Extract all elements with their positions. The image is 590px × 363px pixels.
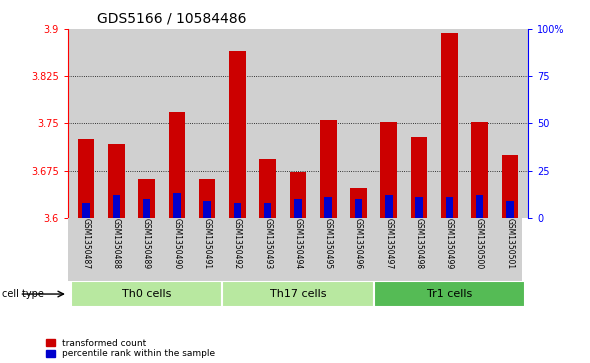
Text: GSM1350500: GSM1350500 [475, 218, 484, 269]
Bar [204, 201, 211, 218]
Text: cell type: cell type [2, 289, 44, 299]
Text: GSM1350495: GSM1350495 [324, 218, 333, 269]
Bar [441, 33, 458, 218]
Bar [290, 172, 306, 218]
Bar [78, 139, 94, 218]
Bar [173, 193, 181, 218]
Bar [108, 143, 124, 218]
Bar [445, 197, 453, 218]
Bar [294, 199, 301, 218]
Text: Th0 cells: Th0 cells [122, 289, 171, 299]
Bar [381, 122, 397, 218]
Bar [506, 201, 514, 218]
Text: GSM1350501: GSM1350501 [506, 218, 514, 269]
Text: GSM1350487: GSM1350487 [81, 218, 90, 269]
Bar [222, 281, 373, 307]
Text: GSM1350496: GSM1350496 [354, 218, 363, 269]
Text: GSM1350490: GSM1350490 [172, 218, 181, 269]
Text: GSM1350494: GSM1350494 [293, 218, 303, 269]
Bar [229, 51, 245, 218]
Bar [373, 281, 525, 307]
Bar [199, 179, 215, 218]
Bar [350, 188, 367, 218]
Text: GSM1350497: GSM1350497 [384, 218, 394, 269]
Bar [411, 137, 427, 218]
Bar [169, 112, 185, 218]
Bar [385, 195, 392, 218]
Bar [234, 203, 241, 218]
Text: GSM1350498: GSM1350498 [415, 218, 424, 269]
Bar [264, 203, 271, 218]
Bar [82, 203, 90, 218]
Bar [138, 179, 155, 218]
Text: GSM1350492: GSM1350492 [233, 218, 242, 269]
Legend: transformed count, percentile rank within the sample: transformed count, percentile rank withi… [46, 339, 215, 359]
Bar [71, 281, 222, 307]
Bar [320, 120, 336, 218]
Bar [502, 155, 518, 218]
Text: GSM1350499: GSM1350499 [445, 218, 454, 269]
Bar [476, 195, 483, 218]
Text: Th17 cells: Th17 cells [270, 289, 326, 299]
Text: GSM1350493: GSM1350493 [263, 218, 272, 269]
Text: Tr1 cells: Tr1 cells [427, 289, 472, 299]
Bar [143, 199, 150, 218]
Text: GDS5166 / 10584486: GDS5166 / 10584486 [97, 11, 247, 25]
Text: GSM1350488: GSM1350488 [112, 218, 121, 269]
Bar [415, 197, 423, 218]
Text: GSM1350489: GSM1350489 [142, 218, 151, 269]
Bar [324, 197, 332, 218]
Bar [471, 122, 488, 218]
Bar [355, 199, 362, 218]
Bar [260, 159, 276, 218]
Text: GSM1350491: GSM1350491 [202, 218, 212, 269]
Bar [113, 195, 120, 218]
